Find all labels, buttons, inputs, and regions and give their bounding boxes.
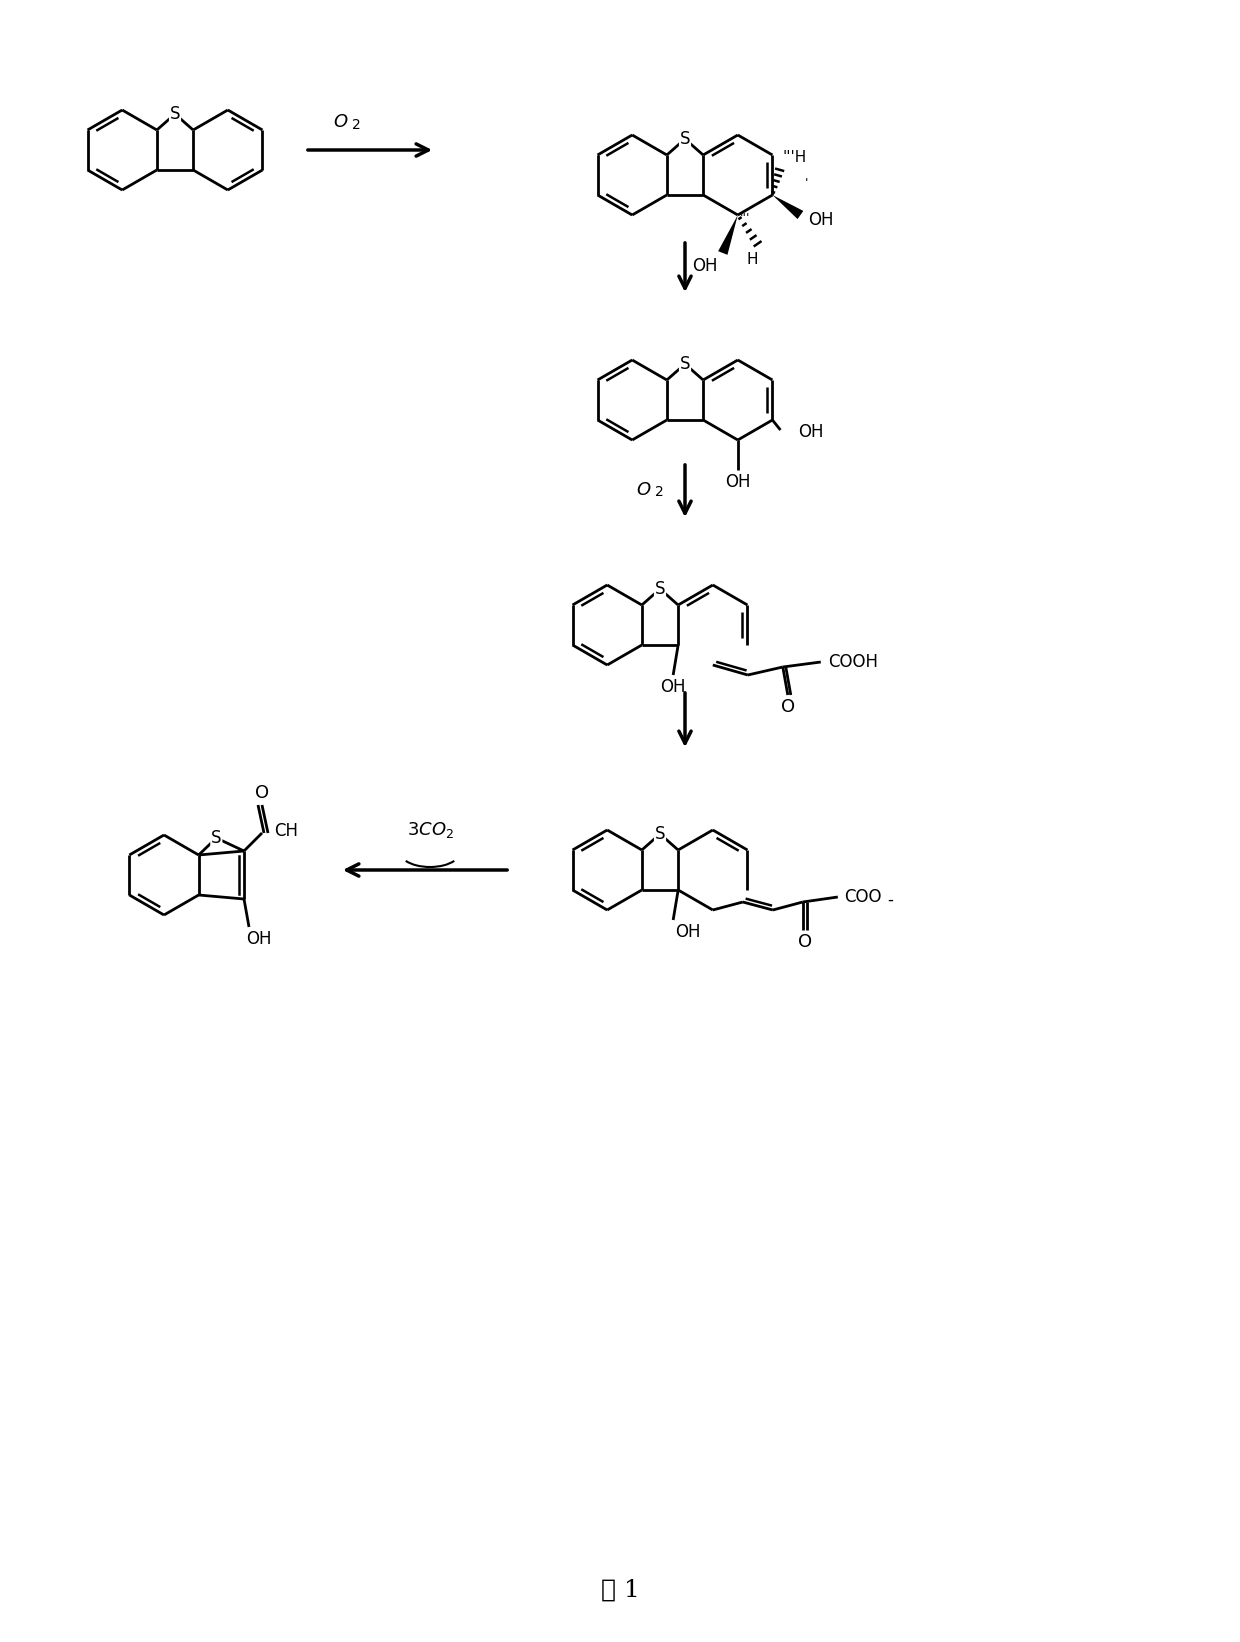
Text: S: S xyxy=(680,355,691,373)
Text: 2: 2 xyxy=(352,118,361,131)
Text: O: O xyxy=(797,933,812,951)
Text: CH: CH xyxy=(274,823,298,841)
Text: H: H xyxy=(746,251,758,266)
Text: COO: COO xyxy=(844,888,882,906)
Text: OH: OH xyxy=(661,678,686,696)
Text: O: O xyxy=(332,113,347,131)
Text: OH: OH xyxy=(692,258,718,274)
Text: O: O xyxy=(255,783,269,801)
Polygon shape xyxy=(718,215,738,255)
Text: O: O xyxy=(781,698,795,716)
Text: 2: 2 xyxy=(655,484,663,499)
Text: OH: OH xyxy=(797,424,823,442)
Text: OH: OH xyxy=(725,473,750,491)
Text: 图 1: 图 1 xyxy=(600,1578,640,1601)
Text: OH: OH xyxy=(676,923,701,941)
Text: OH: OH xyxy=(247,929,272,947)
Text: $3CO_2$: $3CO_2$ xyxy=(407,819,454,841)
Text: S: S xyxy=(655,824,665,842)
Text: -: - xyxy=(887,892,893,910)
Text: S: S xyxy=(170,105,180,123)
Text: ''': ''' xyxy=(740,212,750,225)
Text: S: S xyxy=(680,130,691,148)
Text: S: S xyxy=(211,829,222,847)
Polygon shape xyxy=(773,195,804,218)
Text: OH: OH xyxy=(807,212,833,228)
Text: COOH: COOH xyxy=(828,654,878,672)
Text: S: S xyxy=(655,580,665,598)
Text: '''H: '''H xyxy=(782,149,807,164)
Text: ': ' xyxy=(805,176,808,189)
Text: O: O xyxy=(636,481,650,499)
